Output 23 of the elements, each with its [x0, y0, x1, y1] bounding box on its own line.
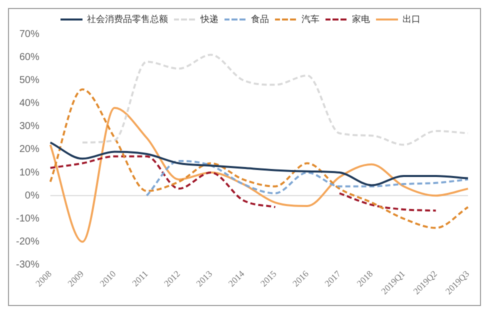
y-tick-label: -30% [16, 260, 40, 271]
y-tick-label: 60% [19, 52, 40, 63]
legend-label: 家电 [352, 14, 370, 25]
line-series [81, 54, 469, 146]
x-tick-label: 2011 [130, 268, 150, 288]
line-series [146, 160, 469, 197]
y-tick-label: 10% [19, 167, 40, 178]
y-tick-label: 20% [19, 144, 40, 156]
y-tick-label: 50% [19, 74, 40, 86]
y-tick-label: 0% [24, 190, 40, 202]
legend-label: 出口 [402, 14, 420, 25]
y-tick-label: -20% [16, 236, 40, 248]
y-tick-label: -10% [16, 213, 40, 224]
legend-label: 社会消费品零售总额 [87, 14, 168, 25]
y-tick-label: 30% [19, 121, 40, 132]
line-series [49, 142, 469, 186]
line-series [49, 106, 469, 243]
y-tick-label: 40% [19, 98, 40, 110]
legend-label: 汽车 [302, 14, 320, 25]
line-series [49, 88, 469, 229]
legend-label: 食品 [251, 14, 269, 25]
y-tick-label: 70% [19, 28, 40, 40]
legend-label: 快递 [200, 14, 218, 25]
